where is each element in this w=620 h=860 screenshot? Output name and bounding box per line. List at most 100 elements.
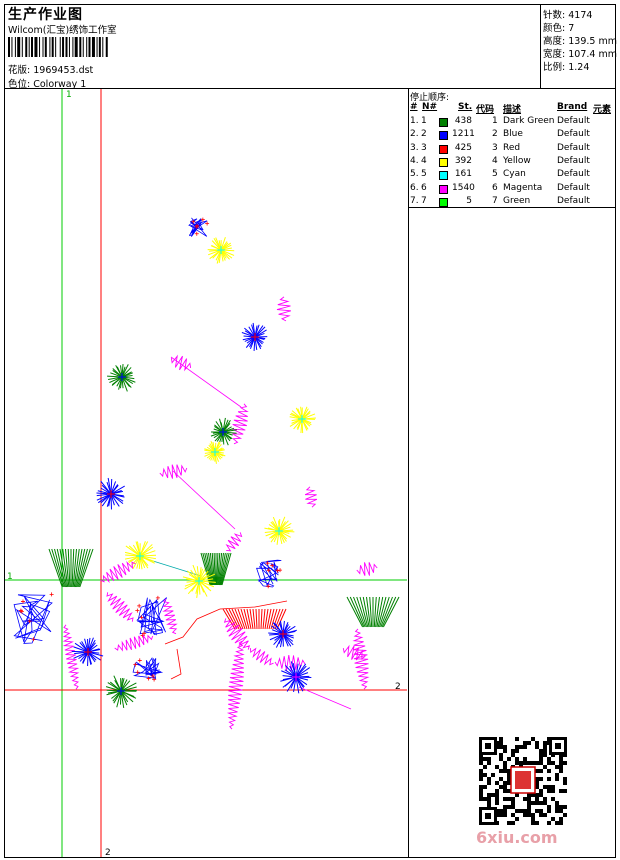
barcode-bar — [72, 37, 74, 57]
red-travel-path — [164, 600, 288, 645]
stat-height: 高度: 139.5 mm — [543, 36, 617, 47]
magenta-leaf — [170, 354, 192, 372]
blue-scribble-motif-marks — [265, 561, 283, 589]
green-guide-label-top: 1 — [66, 90, 72, 100]
row-num: 6. — [410, 182, 419, 193]
yellow-starburst — [182, 564, 216, 599]
magenta-leaf — [162, 598, 178, 635]
stat-width: 宽度: 107.4 mm — [543, 49, 617, 60]
green-starburst — [210, 417, 237, 446]
row-desc: Green — [503, 195, 531, 206]
row-n: 6 — [421, 182, 427, 193]
blue-starburst — [71, 637, 104, 667]
blue-scribble-motif — [13, 594, 53, 644]
barcode-bar — [91, 37, 95, 57]
travel-line — [172, 470, 236, 530]
row-n: 5 — [421, 169, 427, 180]
barcode-bar — [88, 37, 91, 57]
magenta-leaf — [226, 640, 245, 730]
row-stitches: 1540 — [452, 182, 475, 193]
red-guide-label-bottom: 2 — [105, 848, 111, 857]
red-guide-label-right: 2 — [395, 682, 401, 692]
col-header-n: N# — [422, 102, 438, 112]
blue-scribble-motif — [132, 657, 164, 680]
blue-scribble-motif — [136, 597, 167, 636]
stats-box — [540, 4, 617, 89]
col-header-num: # — [410, 102, 418, 112]
row-num: 1. — [410, 116, 419, 126]
row-brand: Default — [557, 169, 590, 180]
stat-stitches: 针数: 4174 — [543, 10, 593, 21]
stop-sequence-panel — [408, 88, 616, 208]
blue-scribble-motif — [256, 559, 282, 588]
magenta-leaf — [62, 624, 80, 690]
barcode-bar — [59, 37, 61, 57]
magenta-leaf — [304, 486, 318, 508]
row-desc: Red — [503, 142, 521, 153]
barcode-bar — [102, 37, 104, 57]
row-n: 2 — [421, 129, 427, 140]
barcode-bar — [8, 37, 10, 57]
blue-scribble-motif-marks — [133, 658, 157, 682]
studio-name: Wilcom(汇宝)绣饰工作室 — [8, 25, 117, 36]
green-starburst — [105, 675, 137, 708]
row-num: 3. — [410, 142, 419, 153]
row-n: 3 — [421, 142, 427, 153]
colorway-value: Colorway 1 — [33, 79, 87, 90]
panel-divider — [408, 88, 409, 858]
barcode-bar — [25, 37, 28, 57]
blue-starburst — [96, 477, 125, 510]
yellow-starburst — [289, 406, 316, 434]
magenta-leaf — [352, 628, 370, 690]
magenta-leaf — [159, 464, 188, 479]
travel-line — [298, 686, 352, 710]
magenta-leaf — [274, 655, 306, 671]
yellow-starburst — [264, 516, 295, 545]
barcode-bar — [96, 37, 98, 57]
magenta-leaf — [225, 532, 243, 552]
row-stitches: 425 — [454, 142, 472, 153]
barcode-bar — [21, 37, 23, 57]
design-value: 1969453.dst — [33, 65, 94, 76]
row-desc: Yellow — [503, 155, 531, 166]
blue-scribble-motif-marks — [191, 217, 210, 236]
barcode-bar — [82, 37, 84, 57]
barcode-bar — [34, 37, 38, 57]
col-header-desc: 描述 — [503, 105, 522, 115]
design-info: 花版: 1969453.dst — [8, 62, 93, 76]
barcode-bar — [51, 37, 54, 57]
stop-sequence-title: 停止顺序: — [410, 93, 450, 103]
magenta-leaf — [276, 296, 292, 322]
qr-code-logo — [479, 737, 567, 825]
magenta-leaf — [223, 618, 251, 650]
row-code: 5 — [492, 169, 498, 180]
magenta-leaf — [250, 647, 274, 666]
blue-starburst — [280, 661, 312, 694]
barcode-bar — [86, 37, 88, 57]
row-brand: Default — [557, 155, 590, 166]
barcode-bar — [17, 37, 21, 57]
barcode-bar — [28, 37, 30, 57]
watermark: 6xiu.com — [476, 828, 558, 847]
blue-scribble-motif-marks — [135, 595, 160, 638]
col-header-st: St. — [458, 102, 473, 112]
green-guide-label-left: 1 — [7, 572, 13, 582]
barcode-bar — [105, 37, 108, 57]
barcode-bar — [49, 37, 51, 57]
color-swatch — [439, 118, 448, 127]
row-stitches: 392 — [454, 155, 472, 166]
color-swatch — [439, 144, 448, 154]
row-code: 6 — [492, 182, 498, 193]
row-code: 4 — [492, 155, 498, 166]
row-code: 2 — [492, 129, 498, 140]
row-brand: Default — [557, 116, 590, 126]
red-travel-path — [170, 648, 182, 680]
color-swatch — [439, 184, 448, 194]
row-num: 7. — [410, 195, 419, 206]
sheet-frame — [4, 4, 616, 858]
blue-scribble-motif-marks — [18, 592, 54, 642]
color-swatch — [439, 131, 448, 141]
red-fan-cluster — [222, 608, 287, 630]
header-divider — [4, 88, 616, 89]
stat-scale: 比例: 1.24 — [543, 62, 590, 73]
